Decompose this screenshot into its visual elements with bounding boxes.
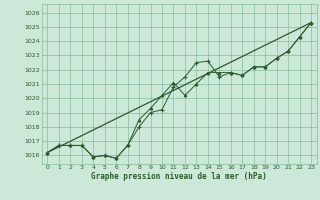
X-axis label: Graphe pression niveau de la mer (hPa): Graphe pression niveau de la mer (hPa) — [91, 172, 267, 181]
